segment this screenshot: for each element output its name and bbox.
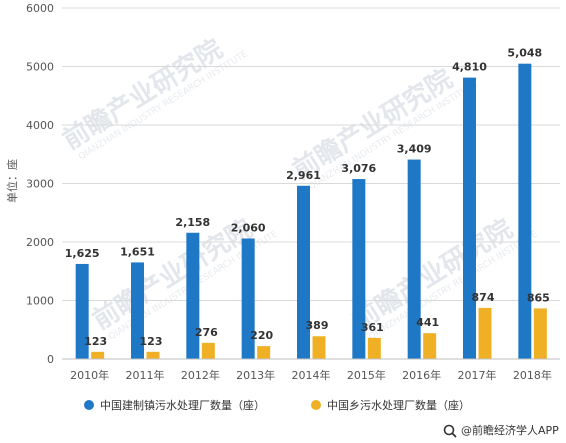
bar [407,159,421,359]
y-axis: 0 1000 2000 3000 4000 5000 6000 [26,2,54,366]
y-tick-label: 3000 [26,178,54,191]
data-label: 874 [472,291,495,304]
legend-label: 中国建制镇污水处理厂数量（座） [100,398,265,412]
y-axis-label: 单位：座 [5,159,19,203]
source-note: @前瞻经济学人APP [443,423,559,438]
grid [62,7,560,301]
x-tick-label: 2016年 [402,368,441,382]
bar [352,179,366,359]
bar [91,351,105,359]
legend-marker [311,400,321,410]
watermark-text: 前瞻产业研究院 [57,33,228,156]
y-tick-label: 2000 [26,236,54,249]
data-label: 2,060 [231,221,266,234]
bar [312,336,326,359]
x-tick-label: 2012年 [181,368,220,382]
x-axis: 2010年 2011年 2012年 2013年 2014年 2015年 2016年 2017年… [62,358,560,382]
bar [478,307,492,359]
data-label: 123 [84,335,107,348]
search-icon [443,424,457,438]
bar [131,262,144,359]
x-tick-label: 2013年 [236,368,275,382]
data-label: 389 [306,319,329,332]
data-label: 4,810 [452,61,487,74]
data-label: 441 [416,316,439,329]
y-tick-label: 0 [47,353,54,366]
bar [241,238,255,359]
bar [423,333,437,359]
y-tick-label: 4000 [26,119,54,132]
data-label: 1,651 [120,245,155,258]
data-label: 3,076 [341,162,376,175]
bar [146,351,160,359]
data-label: 361 [361,321,384,334]
y-tick-label: 6000 [26,2,54,15]
legend: 中国建制镇污水处理厂数量（座） 中国乡污水处理厂数量（座） [84,398,470,412]
bar [75,263,89,359]
x-tick-label: 2015年 [347,368,386,382]
x-tick-label: 2017年 [458,368,497,382]
data-label: 865 [527,291,550,304]
legend-label: 中国乡污水处理厂数量（座） [327,398,470,412]
data-labels: 1,625 123 1,651 123 2,158 276 2,060 220 2,961 389… [65,47,550,348]
bar [201,342,215,359]
data-label: 3,409 [397,143,432,156]
y-tick-label: 5000 [26,61,54,74]
x-tick-label: 2018年 [513,368,552,382]
data-label: 2,961 [286,169,321,182]
bar [186,232,200,359]
x-tick-label: 2011年 [126,368,165,382]
y-tick-label: 1000 [26,295,54,308]
bar [533,308,547,359]
bar [297,185,310,359]
data-label: 123 [140,335,163,348]
source-text: @前瞻经济学人APP [461,423,559,437]
data-label: 2,158 [175,216,210,229]
bar [257,346,271,359]
bars [75,63,547,360]
data-label: 1,625 [65,247,100,260]
legend-marker [84,400,94,410]
bar [463,77,476,360]
bar [367,337,381,359]
data-label: 220 [250,329,273,342]
data-label: 5,048 [507,47,542,60]
bar [518,63,532,359]
x-tick-label: 2010年 [70,368,109,382]
x-tick-label: 2014年 [292,368,331,382]
data-label: 276 [195,326,218,339]
